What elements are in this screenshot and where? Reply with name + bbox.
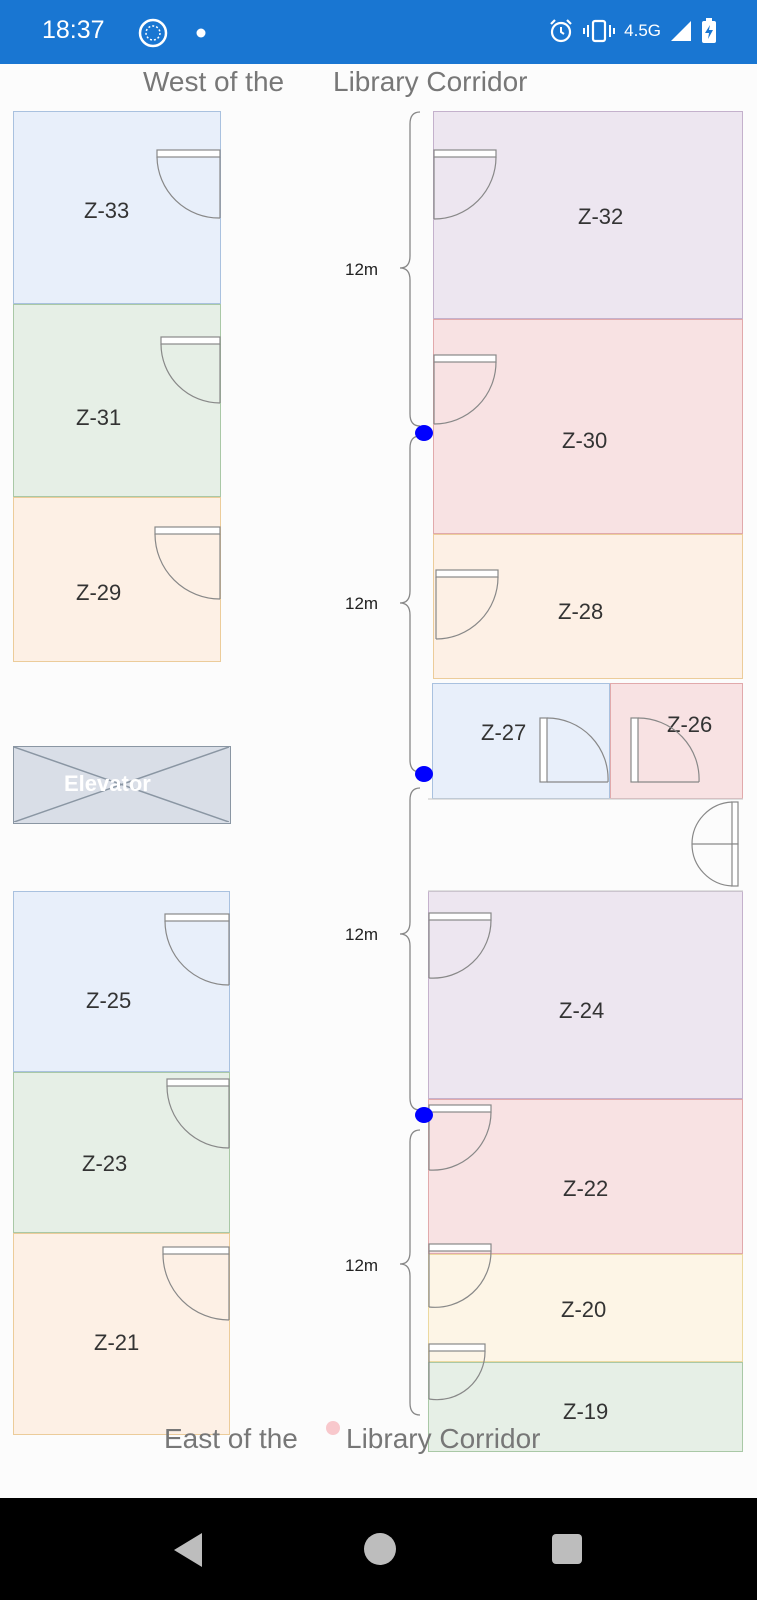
- dimension-braces: [399, 111, 421, 1416]
- door-icon: [433, 354, 497, 425]
- room-label: Z-21: [94, 1330, 140, 1355]
- faint-marker: [326, 1421, 340, 1435]
- recents-icon[interactable]: [551, 1533, 583, 1565]
- location-marker[interactable]: [415, 1107, 433, 1123]
- room-z22[interactable]: Z-22: [428, 1099, 743, 1254]
- room-label: Z-24: [559, 998, 605, 1023]
- room-z23[interactable]: Z-23: [13, 1072, 230, 1233]
- room-label: Z-33: [84, 198, 130, 223]
- room-z21[interactable]: Z-21: [13, 1233, 230, 1435]
- room-z32[interactable]: Z-32: [433, 111, 743, 319]
- door-icon: [160, 336, 221, 404]
- room-label: Z-25: [86, 988, 132, 1013]
- room-z28[interactable]: Z-28: [433, 534, 743, 679]
- door-icon: [164, 913, 230, 986]
- alarm-icon: [550, 19, 572, 43]
- room-label: Z-26: [667, 712, 713, 737]
- room-label: Z-20: [561, 1297, 607, 1322]
- floor-map: West of the Library Corridor Z-33 Z-31 Z…: [0, 64, 757, 1498]
- doors-layer: [154, 111, 743, 1416]
- network-type: 4.5G: [624, 21, 661, 40]
- bottom-corridor-title-right: Library Corridor: [346, 1423, 541, 1454]
- elevator[interactable]: Elevator: [13, 746, 231, 824]
- location-marker[interactable]: [415, 766, 433, 782]
- dimension-label: 12m: [345, 260, 379, 279]
- dimension-label: 12m: [345, 594, 379, 613]
- door-icon: [156, 149, 221, 219]
- location-marker[interactable]: [415, 425, 433, 441]
- dimension-label: 12m: [345, 1256, 379, 1275]
- back-icon[interactable]: [170, 1531, 206, 1569]
- room-z27[interactable]: Z-27: [432, 683, 610, 799]
- room-z25[interactable]: Z-25: [13, 891, 230, 1072]
- top-corridor-title-left: West of the: [143, 66, 285, 97]
- home-icon[interactable]: [362, 1531, 398, 1567]
- room-label: Z-28: [558, 599, 604, 624]
- signal-icon: [671, 21, 691, 41]
- room-label: Z-19: [563, 1399, 609, 1424]
- room-z29[interactable]: Z-29: [13, 497, 221, 662]
- room-label: Z-27: [481, 720, 527, 745]
- door-icon: [435, 569, 499, 640]
- top-corridor-title-right: Library Corridor: [333, 66, 528, 97]
- dimension-label: 12m: [345, 925, 379, 944]
- elevator-label: Elevator: [64, 771, 151, 796]
- status-bar: 18:37 4.5G: [0, 0, 757, 64]
- room-label: Z-31: [76, 405, 122, 430]
- room-label: Z-32: [578, 204, 624, 229]
- door-icon: [539, 717, 609, 783]
- battery-charging-icon: [702, 18, 716, 43]
- door-icon: [428, 1343, 486, 1401]
- door-icon: [428, 1243, 492, 1308]
- room-label: Z-23: [82, 1151, 128, 1176]
- room-z19[interactable]: Z-19: [428, 1362, 743, 1452]
- door-icon: [630, 717, 700, 783]
- room-label: Z-22: [563, 1176, 609, 1201]
- navigation-bar: [0, 1498, 757, 1600]
- notification-dot-icon: [196, 28, 206, 38]
- door-icon: [166, 1078, 230, 1149]
- door-icon: [154, 526, 221, 600]
- vibrate-icon: [583, 19, 616, 43]
- double-door-icon: [691, 801, 739, 887]
- door-icon: [428, 1104, 492, 1171]
- bottom-corridor-title-left: East of the: [164, 1423, 298, 1454]
- elevator-cross-icon: [14, 747, 229, 822]
- clock-app-icon: [138, 18, 168, 48]
- door-icon: [162, 1246, 230, 1321]
- room-z31[interactable]: Z-31: [13, 304, 221, 497]
- status-time: 18:37: [42, 16, 105, 44]
- room-label: Z-29: [76, 580, 122, 605]
- door-icon: [433, 149, 497, 220]
- room-label: Z-30: [562, 428, 608, 453]
- room-z24[interactable]: Z-24: [428, 891, 743, 1099]
- door-icon: [428, 912, 492, 979]
